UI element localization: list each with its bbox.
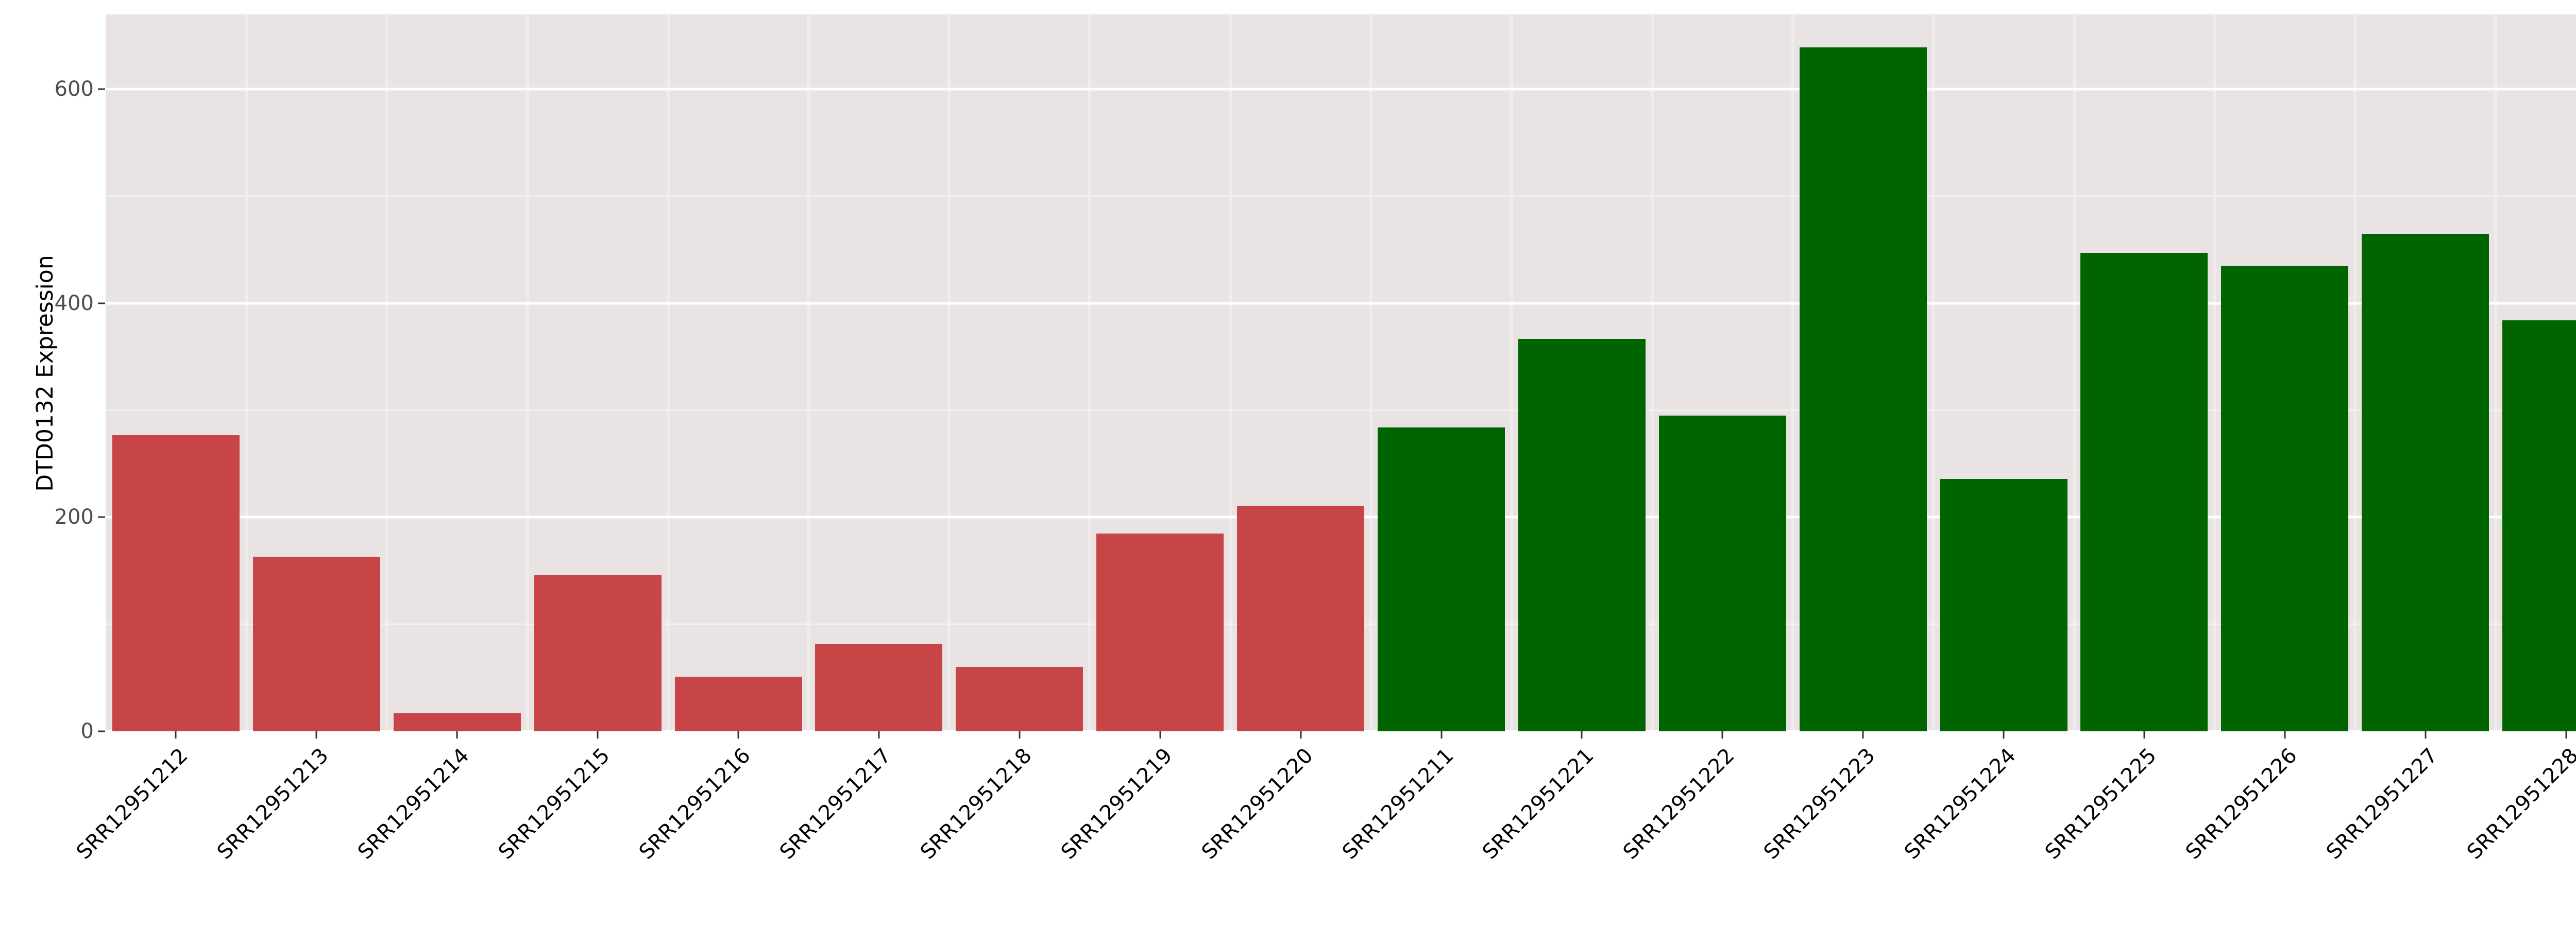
y-axis-tick-label: 200 <box>54 505 94 529</box>
bar <box>1096 533 1224 731</box>
x-axis-tick-mark <box>2284 731 2286 739</box>
x-axis-tick-label: SRR12951216 <box>634 744 755 864</box>
bar <box>1378 427 1505 731</box>
y-axis-tick-label: 600 <box>54 77 94 101</box>
x-axis-tick-label: SRR12951226 <box>2181 744 2302 864</box>
gridline-minor-vertical <box>1510 14 1513 731</box>
bar <box>252 557 380 731</box>
y-axis-title: DTD0132 Expression <box>31 255 58 492</box>
x-axis-tick-label: SRR12951228 <box>2462 744 2576 864</box>
gridline-minor-vertical <box>1369 14 1373 731</box>
gridline-minor-vertical <box>2353 14 2357 731</box>
plot-panel <box>106 14 2576 731</box>
x-axis-tick-mark <box>2003 731 2005 739</box>
x-axis-tick-mark <box>1300 731 1302 739</box>
gridline-minor-vertical <box>2213 14 2216 731</box>
gridline-minor-vertical <box>385 14 388 731</box>
x-axis-tick-label: SRR12951221 <box>1478 744 1599 864</box>
y-axis-tick-mark <box>98 88 105 90</box>
bar <box>674 677 802 731</box>
x-axis-tick-mark <box>1581 731 1583 739</box>
y-axis-tick-mark <box>98 730 105 732</box>
x-axis-tick-label: SRR12951222 <box>1619 744 1739 864</box>
bar <box>1799 47 1927 731</box>
x-axis-tick-mark <box>315 731 317 739</box>
gridline-major <box>106 88 2576 91</box>
bar <box>2502 320 2576 731</box>
x-axis-tick-label: SRR12951218 <box>916 744 1037 864</box>
x-axis-tick-mark <box>1159 731 1161 739</box>
x-axis-tick-label: SRR12951212 <box>72 744 193 864</box>
bar <box>112 435 240 731</box>
bar <box>956 667 1083 731</box>
x-axis-tick-mark <box>737 731 739 739</box>
x-axis-tick-label: SRR12951214 <box>353 744 474 864</box>
x-axis-tick-mark <box>2565 731 2567 739</box>
x-axis-tick-mark <box>175 731 177 739</box>
y-axis-tick-mark <box>98 302 105 304</box>
bar <box>2221 266 2349 731</box>
gridline-minor <box>106 409 2576 411</box>
gridline-minor-vertical <box>2072 14 2076 731</box>
x-axis-tick-label: SRR12951213 <box>213 744 333 864</box>
bar <box>393 713 521 731</box>
x-axis-tick-label: SRR12951220 <box>1197 744 1318 864</box>
x-axis-tick-label: SRR12951227 <box>2321 744 2443 864</box>
x-axis-tick-label: SRR12951217 <box>775 744 896 864</box>
x-axis-tick-mark <box>1440 731 1442 739</box>
bar <box>2362 233 2489 731</box>
gridline-minor-vertical <box>1791 14 1794 731</box>
y-axis-tick-label: 400 <box>54 291 94 315</box>
gridline-minor-vertical <box>1229 14 1232 731</box>
x-axis-tick-mark <box>1019 731 1021 739</box>
x-axis-tick-label: SRR12951223 <box>1759 744 1880 864</box>
gridline-minor-vertical <box>1088 14 1092 731</box>
gridline-minor-vertical <box>666 14 670 731</box>
x-axis-tick-mark <box>878 731 880 739</box>
x-axis-tick-label: SRR12951219 <box>1056 744 1177 864</box>
gridline-minor-vertical <box>526 14 529 731</box>
gridline-minor-vertical <box>244 14 248 731</box>
x-axis-tick-label: SRR12951224 <box>1900 744 2021 864</box>
gridline-minor-vertical <box>807 14 810 731</box>
gridline-minor-vertical <box>947 14 951 731</box>
bar <box>815 643 943 731</box>
x-axis-tick-label: SRR12951215 <box>494 744 615 864</box>
gridline-major <box>106 302 2576 305</box>
x-axis-tick-label: SRR12951211 <box>1337 744 1459 864</box>
x-axis-tick-mark <box>2143 731 2145 739</box>
bar <box>1658 416 1786 731</box>
bar <box>2080 253 2208 731</box>
bar <box>1237 505 1365 731</box>
x-axis-tick-mark <box>2425 731 2427 739</box>
bar <box>1518 338 1646 731</box>
gridline-minor <box>106 195 2576 197</box>
x-axis-tick-mark <box>1721 731 1723 739</box>
x-axis-tick-mark <box>597 731 599 739</box>
bar <box>1940 478 2067 731</box>
y-axis-tick-mark <box>98 516 105 518</box>
gridline-minor-vertical <box>1931 14 1935 731</box>
gridline-minor-vertical <box>1650 14 1654 731</box>
x-axis-tick-mark <box>456 731 458 739</box>
bar <box>534 575 662 731</box>
y-axis-tick-label: 0 <box>80 719 94 743</box>
x-axis-tick-label: SRR12951225 <box>2040 744 2161 864</box>
gridline-minor-vertical <box>2494 14 2498 731</box>
x-axis-tick-mark <box>1862 731 1864 739</box>
